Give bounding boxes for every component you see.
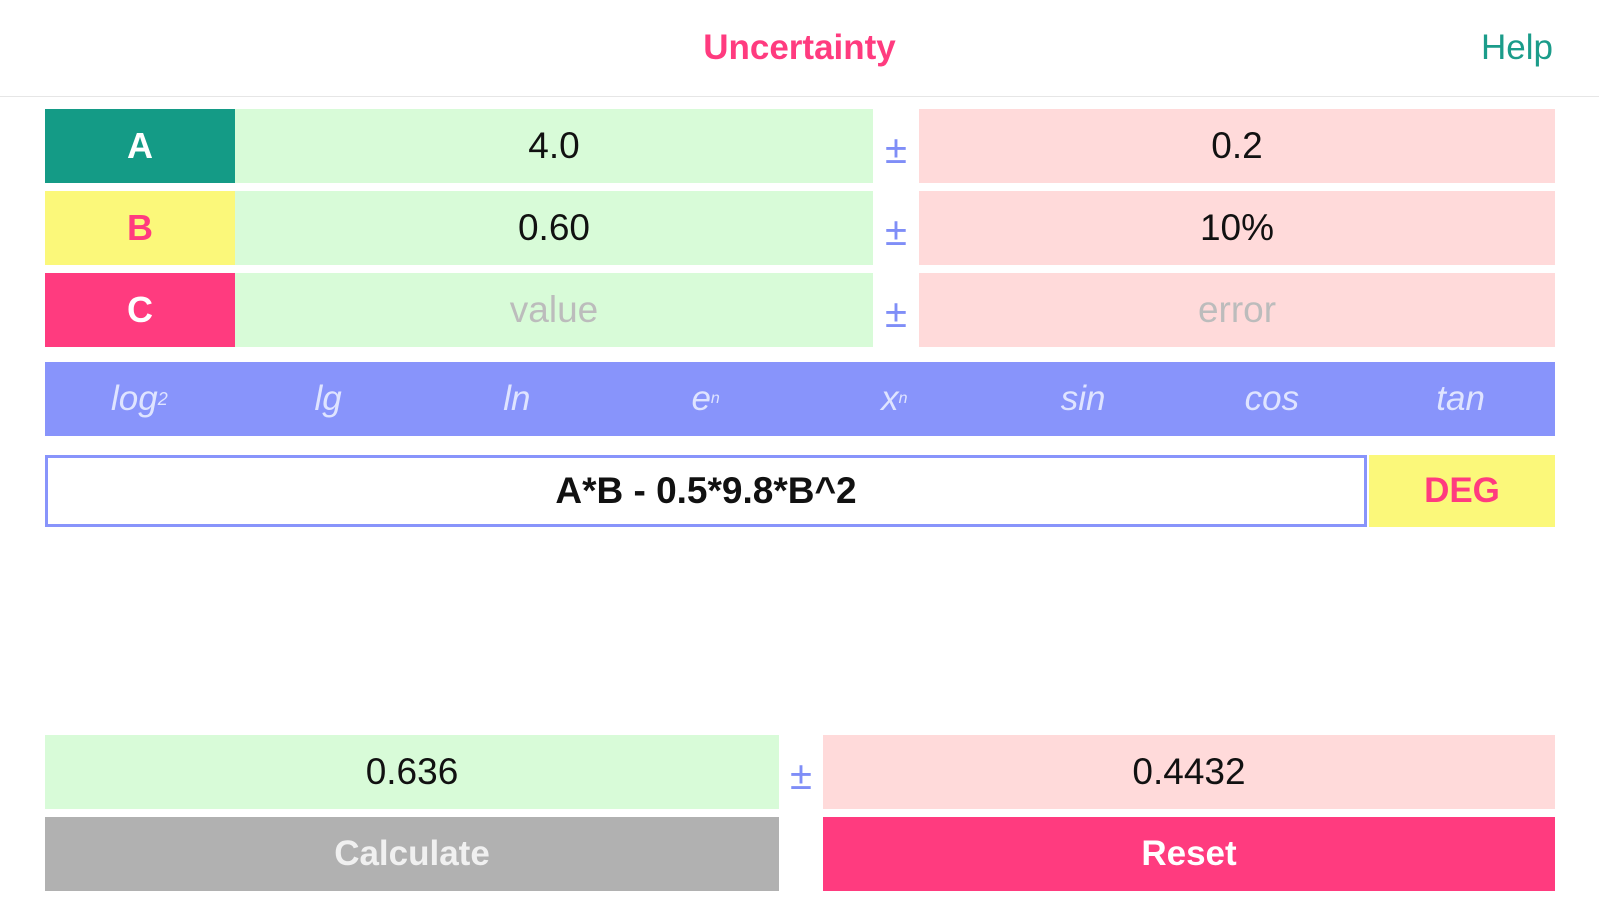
- function-base: lg: [314, 379, 342, 418]
- plus-minus-icon: ±: [885, 291, 907, 336]
- variable-row-b: B 0.60 ± 10%: [45, 191, 1555, 265]
- variable-c-label: C: [45, 273, 235, 347]
- navigation-bar: Uncertainty Help: [0, 0, 1599, 97]
- plus-minus-icon: ±: [885, 209, 907, 254]
- formula-input[interactable]: A*B - 0.5*9.8*B^2: [45, 455, 1367, 527]
- variable-a-error-input[interactable]: 0.2: [919, 109, 1555, 183]
- variable-row-a: A 4.0 ± 0.2: [45, 109, 1555, 183]
- variable-c-error-input[interactable]: error: [919, 273, 1555, 347]
- result-value: 0.636: [45, 735, 779, 809]
- variable-a-value-input[interactable]: 4.0: [235, 109, 873, 183]
- function-base: log: [111, 379, 158, 418]
- variable-row-c: C value ± error: [45, 273, 1555, 347]
- function-base: x: [881, 379, 899, 418]
- variable-a-label: A: [45, 109, 235, 183]
- function-lg-button[interactable]: lg: [234, 362, 423, 436]
- function-base: ln: [503, 379, 531, 418]
- function-base: e: [691, 379, 711, 418]
- function-base: cos: [1244, 379, 1300, 418]
- reset-button[interactable]: Reset: [823, 817, 1555, 891]
- variable-b-error-input[interactable]: 10%: [919, 191, 1555, 265]
- angle-mode-toggle[interactable]: DEG: [1369, 455, 1555, 527]
- calculate-button[interactable]: Calculate: [45, 817, 779, 891]
- function-subscript: 2: [157, 388, 168, 409]
- plus-minus-icon: ±: [790, 753, 812, 798]
- result-error: 0.4432: [823, 735, 1555, 809]
- function-sin-button[interactable]: sin: [989, 362, 1178, 436]
- function-base: sin: [1060, 379, 1106, 418]
- function-log2-button[interactable]: log 2: [45, 362, 234, 436]
- variable-b-label: B: [45, 191, 235, 265]
- function-ln-button[interactable]: ln: [423, 362, 612, 436]
- function-superscript: n: [898, 390, 908, 407]
- plus-minus-icon: ±: [885, 127, 907, 172]
- variable-c-value-input[interactable]: value: [235, 273, 873, 347]
- function-tan-button[interactable]: tan: [1366, 362, 1555, 436]
- page-title: Uncertainty: [703, 28, 896, 67]
- function-base: tan: [1436, 379, 1485, 418]
- function-cos-button[interactable]: cos: [1178, 362, 1367, 436]
- function-superscript: n: [710, 390, 720, 407]
- variable-b-value-input[interactable]: 0.60: [235, 191, 873, 265]
- help-link[interactable]: Help: [1481, 28, 1553, 67]
